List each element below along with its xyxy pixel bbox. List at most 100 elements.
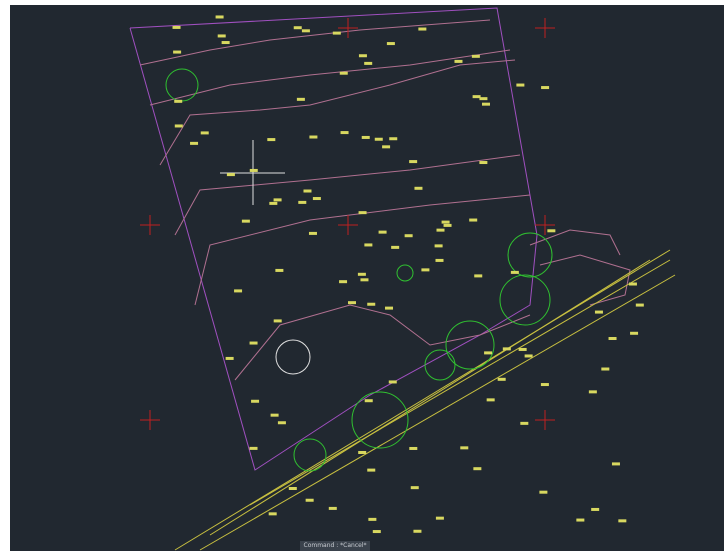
point-label — [409, 446, 418, 450]
point-label — [608, 337, 617, 341]
point-label — [418, 27, 427, 31]
point-label — [385, 306, 394, 310]
point-label — [361, 135, 370, 139]
point-label — [296, 97, 305, 101]
point-label — [215, 15, 224, 19]
point-label — [386, 42, 395, 46]
point-label — [312, 197, 321, 201]
point-label — [540, 383, 549, 387]
point-label — [520, 421, 529, 425]
point-label — [309, 135, 318, 139]
point-label — [340, 131, 349, 135]
point-label — [434, 244, 443, 248]
point-label — [443, 223, 452, 227]
point-label — [221, 41, 230, 45]
point-label — [601, 367, 610, 371]
point-label — [328, 506, 337, 510]
point-label — [594, 310, 603, 314]
cad-viewport[interactable] — [10, 5, 724, 551]
point-label — [510, 270, 519, 274]
point-label — [588, 390, 597, 394]
point-label — [474, 274, 483, 278]
point-label — [435, 258, 444, 262]
point-label — [358, 211, 367, 215]
point-label — [275, 268, 284, 272]
point-label — [364, 243, 373, 247]
point-label — [339, 280, 348, 284]
point-label — [358, 54, 367, 58]
point-label — [360, 278, 369, 282]
point-label — [460, 446, 469, 450]
point-label — [358, 450, 367, 454]
point-label — [270, 413, 279, 417]
point-label — [628, 282, 637, 286]
point-label — [277, 421, 286, 425]
point-label — [413, 529, 422, 533]
point-label — [541, 86, 550, 90]
point-label — [502, 347, 511, 351]
point-label — [357, 272, 366, 276]
point-label — [630, 331, 639, 335]
point-label — [367, 468, 376, 472]
point-label — [391, 245, 400, 249]
point-label — [481, 102, 490, 106]
point-label — [469, 218, 478, 222]
point-label — [618, 519, 627, 523]
point-label — [249, 446, 258, 450]
point-label — [374, 137, 383, 141]
point-label — [539, 490, 548, 494]
point-label — [288, 486, 297, 490]
point-label — [410, 486, 419, 490]
point-label — [441, 220, 450, 224]
point-label — [382, 145, 391, 149]
point-label — [486, 398, 495, 402]
point-label — [273, 319, 282, 323]
point-label — [303, 189, 312, 193]
boundary — [129, 7, 538, 471]
point-label — [268, 512, 277, 516]
contours — [139, 19, 631, 381]
point-label — [234, 289, 243, 293]
point-label — [414, 186, 423, 190]
point-label — [479, 97, 488, 101]
point-label — [404, 234, 413, 238]
point-label — [174, 124, 183, 128]
point-label — [273, 198, 282, 202]
point-label — [249, 341, 258, 345]
drawing — [129, 7, 676, 551]
point-label — [251, 399, 260, 403]
point-label — [547, 229, 556, 233]
point-label — [435, 516, 444, 520]
point-label — [298, 200, 307, 204]
point-label — [301, 29, 310, 33]
point-label — [269, 201, 278, 205]
point-label — [200, 131, 209, 135]
point-label — [591, 507, 600, 511]
point-label — [421, 268, 430, 272]
point-label — [454, 59, 463, 63]
point-label — [471, 54, 480, 58]
point-label — [226, 173, 235, 177]
tree-white — [275, 339, 311, 375]
point-label — [190, 141, 199, 145]
point-label — [372, 530, 381, 534]
command-line: Command : *Cancel* — [300, 541, 370, 551]
point-label — [497, 377, 506, 381]
road — [174, 249, 676, 551]
point-label — [241, 219, 250, 223]
point-label — [293, 26, 302, 30]
grid-marks — [140, 18, 555, 430]
point-label — [388, 380, 397, 384]
point-label — [516, 83, 525, 87]
point-label — [611, 462, 620, 466]
point-label — [173, 50, 182, 54]
point-label — [436, 228, 445, 232]
point-label — [473, 467, 482, 471]
point-label — [348, 301, 357, 305]
point-label — [635, 303, 644, 307]
point-label — [472, 95, 481, 99]
point-label — [368, 517, 377, 521]
point-label — [332, 31, 341, 35]
point-label — [172, 25, 181, 29]
